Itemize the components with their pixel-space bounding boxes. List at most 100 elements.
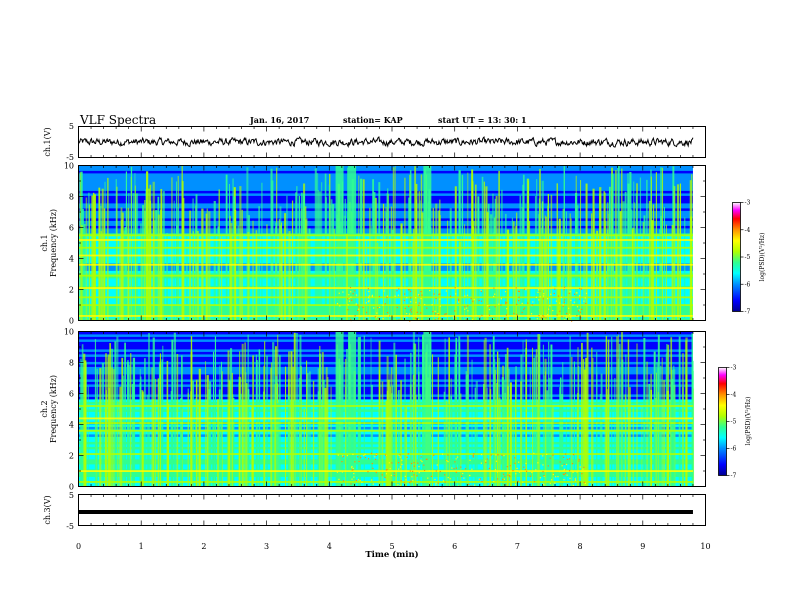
spectrogram-streak [608,240,611,321]
spectrogram-speckle [375,458,377,461]
spectrogram-streak [651,220,654,321]
spectrogram-streak [525,339,527,487]
spectrogram-speckle [420,312,422,314]
spectrogram-speckle [336,471,339,473]
spectrogram-streak [415,395,417,487]
spectrogram-speckle [353,476,355,478]
spectrogram-speckle [471,319,474,321]
spectrogram-row [78,354,693,357]
spectrogram-speckle [445,459,447,461]
spectrogram-speckle [437,318,440,320]
spectrogram-streak [691,333,693,487]
spectrogram-streak [287,395,290,487]
spectrogram-streak [247,334,250,487]
ch1-colorbar-ticks: -3 -4 -5 -6 -7 [740,200,751,316]
spectrogram-streak [386,356,389,487]
spectrogram-speckle [542,288,544,290]
spectrogram-speckle [413,465,415,467]
spectrogram-streak [126,361,129,487]
spectrogram-speckle [485,461,487,463]
spectrogram-streak [542,344,544,487]
spectrogram-streak [213,402,216,487]
spectrogram-speckle [358,306,360,308]
spectrogram-streak [529,367,531,487]
spectrogram-streak [148,333,150,487]
spectrogram-speckle [549,305,551,307]
spectrogram-streak [498,397,501,487]
spectrogram-speckle [540,317,543,319]
spectrogram-speckle [403,299,405,302]
spectrogram-speckle [352,453,354,455]
spectrogram-speckle [584,297,586,299]
spectrogram-burst [335,331,344,487]
spectrogram-speckle [367,301,370,303]
colorbar-tick-label: -4 [745,227,751,234]
spectrogram-streak [505,213,507,321]
spectrogram-speckle [562,305,564,307]
spectrogram-speckle [342,480,345,482]
spectrogram-speckle [407,453,409,455]
spectrogram-speckle [543,316,545,318]
spectrogram-streak [583,234,585,321]
spectrogram-speckle [535,469,537,471]
spectrogram-streak [569,213,571,321]
spectrogram-streak [144,200,146,321]
spectrogram-streak [296,186,298,321]
spectrogram-streak [660,167,663,321]
spectrogram-row [78,200,693,204]
spectrogram-streak [213,200,216,321]
spectrogram-streak [208,211,211,321]
spectrogram-streak [685,340,687,487]
spectrogram-streak [576,392,579,487]
spectrogram-streak [158,363,160,487]
spectrogram-streak [173,332,176,487]
spectrogram-streak [371,384,373,487]
spectrogram-speckle [417,294,420,296]
spectrogram-speckle [348,298,350,300]
spectrogram-streak [611,336,613,487]
spectrogram-speckle [497,478,499,480]
spectrogram-speckle [585,292,588,294]
spectrogram-streak [116,186,118,321]
spectrogram-speckle [409,309,412,311]
spectrogram-speckle [435,470,437,472]
spectrogram-streak [166,232,168,321]
spectrogram-row [78,364,693,367]
spectrogram-speckle [418,294,421,296]
spectrogram-speckle [464,306,466,308]
spectrogram-speckle [480,300,483,302]
spectrogram-speckle [378,295,381,298]
spectrogram-streak [592,188,595,321]
spectrogram-streak [617,165,620,321]
spectrogram-speckle [579,311,581,313]
spectrogram-speckle [386,469,388,471]
spectrogram-streak [98,187,101,321]
spectrogram-streak [409,170,412,321]
spectrogram-speckle [576,471,578,473]
spectrogram-speckle [496,471,499,473]
spectrogram-speckle [485,460,487,462]
spectrogram-band [78,315,693,317]
spectrogram-streak [493,232,496,321]
spectrogram-speckle [434,478,436,481]
spectrogram-streak [682,353,684,487]
spectrogram-speckle [498,303,500,305]
spectrogram-streak [192,380,195,487]
spectrogram-speckle [561,316,563,318]
spectrogram-speckle [388,314,390,316]
spectrogram-row [78,193,693,196]
spectrogram-streak [486,387,488,487]
spectrogram-speckle [512,470,514,472]
spectrogram-streak [483,181,485,321]
spectrogram-speckle [547,313,549,316]
spectrogram-streak [652,204,655,321]
spectrogram-streak [81,344,84,487]
spectrogram-streak [641,406,643,487]
spectrogram-streak [135,193,139,321]
spectrogram-speckle [406,456,408,458]
spectrogram-speckle [500,304,502,306]
spectrogram-streak [458,336,461,487]
spectrogram-row [78,366,693,370]
spectrogram-streak [119,386,122,487]
spectrogram-speckle [532,301,534,303]
